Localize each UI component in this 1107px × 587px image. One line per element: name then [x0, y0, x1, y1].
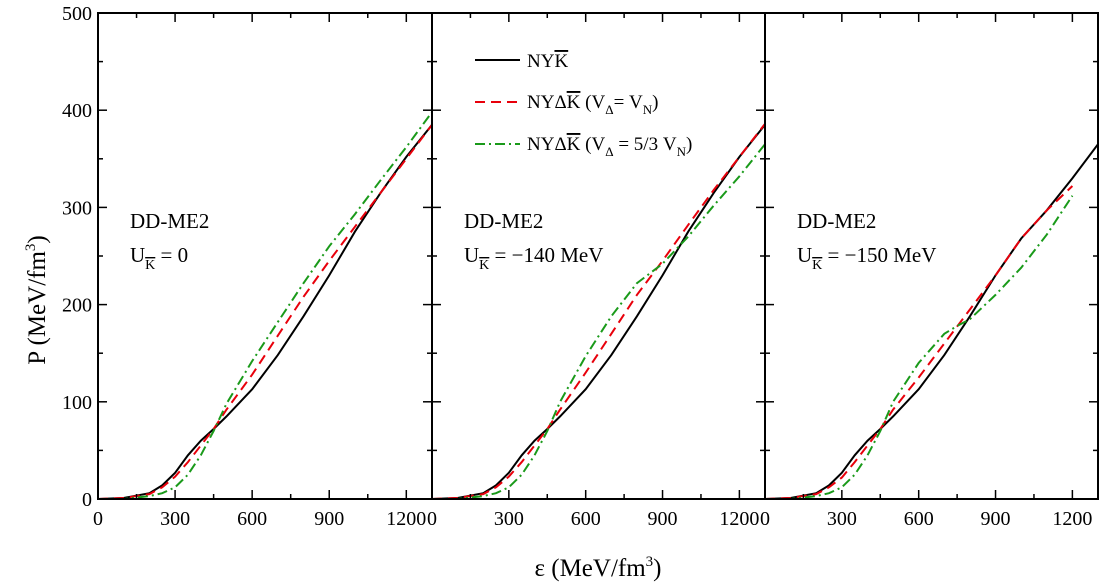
x-tick-label: 900	[981, 508, 1011, 530]
x-tick-label: 1200	[719, 508, 759, 530]
legend-entry-3: NYΔK (VΔ = 5/3 VN)	[527, 134, 692, 159]
series-solid-panel-3	[765, 143, 1098, 499]
series-solid-panel-2	[432, 124, 765, 499]
panel-potential-label: UK = −140 MeV	[464, 243, 603, 273]
panel-potential-label: UK = −150 MeV	[797, 243, 936, 273]
series-dashdot-panel-3	[765, 195, 1074, 499]
series-dashdot-panel-2	[432, 143, 765, 499]
y-tick-label: 200	[62, 295, 92, 317]
legend: NYK NYΔK (VΔ= VN) NYΔK (VΔ = 5/3 VN)	[475, 51, 692, 159]
x-tick-label: 0	[760, 508, 770, 530]
x-tick-label: 300	[827, 508, 857, 530]
x-tick-label: 300	[160, 508, 190, 530]
x-axis-label: ε (MeV/fm3)	[535, 554, 662, 582]
legend-entry-2: NYΔK (VΔ= VN)	[527, 92, 659, 117]
panel-model-label: DD-ME2	[464, 209, 543, 233]
y-axis-label: P (MeV/fm3)	[23, 235, 51, 364]
y-tick-label: 300	[62, 197, 92, 219]
legend-k-overbar-1: K	[554, 51, 568, 72]
x-tick-label: 1200	[1052, 508, 1092, 530]
y-tick-label: 400	[62, 100, 92, 122]
legend-entry-1: NYK	[527, 51, 568, 72]
x-tick-label: 1200	[386, 508, 426, 530]
y-tick-label: 0	[82, 489, 92, 511]
x-tick-label: 600	[571, 508, 601, 530]
panel-3: 0 300 600 900 1200 DD-ME2 UK = −150 MeV	[760, 12, 1099, 530]
series-solid-panel-1	[98, 124, 432, 499]
panel-2: 0 300 600 900 1200 DD-ME2 UK = −140 MeV	[427, 12, 766, 530]
series-dashed-panel-1	[98, 124, 432, 499]
y-tick-label: 100	[62, 392, 92, 414]
x-tick-label: 900	[648, 508, 678, 530]
panel-model-label: DD-ME2	[797, 209, 876, 233]
panel-1: 0 300 600 900 1200 0 100 200 300 400 500 DD-ME2 UK =…	[62, 3, 433, 530]
x-tick-label: 300	[494, 508, 524, 530]
x-tick-label: 600	[237, 508, 267, 530]
x-tick-label: 0	[427, 508, 437, 530]
series-dashed-panel-3	[765, 185, 1074, 499]
series-dashed-panel-2	[432, 123, 765, 499]
x-tick-label: 0	[93, 508, 103, 530]
x-tick-label: 600	[904, 508, 934, 530]
series-dashdot-panel-1	[98, 111, 432, 499]
panel-potential-label: UK = 0	[130, 243, 188, 273]
plot-frame	[97, 12, 433, 500]
panel-model-label: DD-ME2	[130, 209, 209, 233]
y-tick-label: 500	[62, 3, 92, 25]
x-tick-label: 900	[314, 508, 344, 530]
